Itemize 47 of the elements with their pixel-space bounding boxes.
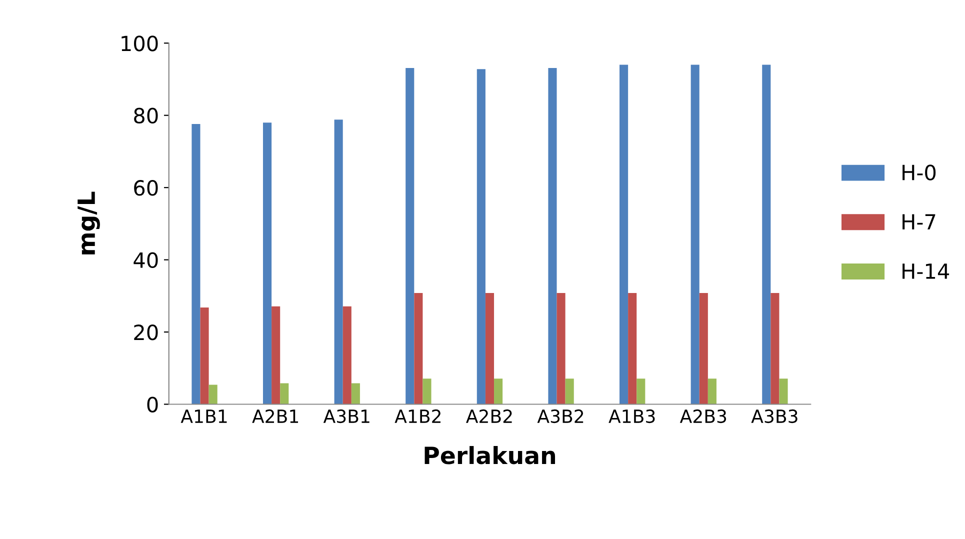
x-tick-label: A2B3 [680, 409, 726, 424]
bar [208, 384, 218, 404]
bar [699, 293, 708, 404]
x-tick-label: A1B2 [394, 409, 440, 423]
y-tick-label: 60 [134, 180, 158, 196]
x-tick-label: A1B1 [180, 410, 227, 423]
x-tick-label: A2B1 [252, 409, 298, 423]
bar [422, 378, 432, 404]
y-axis-title: mg/L [78, 192, 100, 254]
bar [280, 383, 289, 404]
legend-label: H-7 [902, 214, 936, 230]
bar [334, 120, 343, 404]
legend-label: H-14 [902, 264, 950, 279]
x-tick-label: A2B2 [466, 409, 512, 423]
x-tick-label: A3B1 [323, 409, 370, 424]
y-tick-label: 0 [147, 396, 158, 412]
bar [556, 293, 566, 404]
bar [620, 64, 628, 404]
bar [200, 307, 209, 404]
x-axis-title: Perlakuan [424, 446, 556, 464]
bar [351, 383, 360, 404]
bar [272, 306, 280, 404]
bar [690, 64, 700, 404]
y-tick-label: 40 [134, 252, 158, 268]
bar [636, 378, 646, 404]
x-tick-label: A3B2 [537, 409, 584, 424]
bar [770, 293, 780, 404]
bar [548, 68, 557, 404]
legend-label: H-0 [902, 164, 936, 180]
x-tick-label: A3B3 [751, 409, 798, 424]
bar [342, 306, 352, 404]
bar [192, 124, 200, 404]
bar [406, 68, 414, 404]
bar [476, 69, 486, 404]
x-tick-label: A1B3 [608, 409, 655, 424]
bar [485, 293, 494, 404]
y-tick-label: 20 [134, 324, 158, 340]
bar [565, 378, 574, 404]
bar [494, 378, 503, 404]
bar [262, 122, 272, 404]
bar [414, 293, 423, 404]
bar [708, 378, 716, 404]
bar [762, 64, 771, 404]
y-tick-label: 80 [134, 108, 158, 124]
bar [628, 293, 637, 404]
bar [779, 378, 788, 404]
y-tick-label: 100 [122, 36, 158, 52]
